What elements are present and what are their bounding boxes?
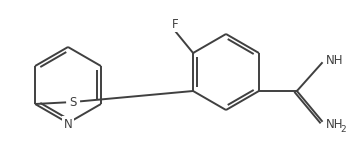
Text: S: S: [70, 95, 77, 109]
Text: N: N: [64, 118, 72, 130]
Text: F: F: [172, 18, 179, 30]
Text: NH: NH: [326, 118, 344, 130]
Text: NH: NH: [326, 53, 344, 67]
Text: 2: 2: [340, 124, 346, 134]
